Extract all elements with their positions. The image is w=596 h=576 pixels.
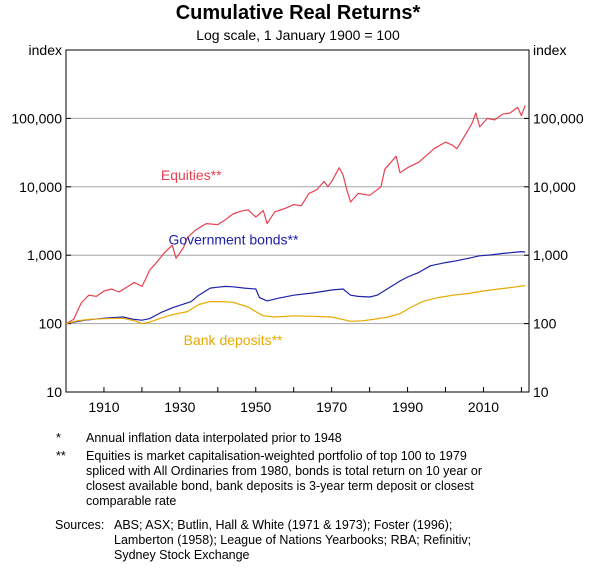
y-tick-label-right: 100 <box>533 316 557 332</box>
plot-frame <box>65 49 530 393</box>
y-tick-label-left: 10,000 <box>19 179 62 195</box>
sources-text: ABS; ASX; Butlin, Hall & White (1971 & 1… <box>114 518 472 562</box>
line-chart: 10 10 100 100 1,000 1,000 10,000 10,000 100,000 1… <box>11 42 584 415</box>
y-tick-label-left: 100,000 <box>11 110 62 126</box>
series-label-equities: Equities** <box>161 167 222 183</box>
x-tick-label: 1970 <box>316 399 347 415</box>
x-tick-label: 1930 <box>164 399 195 415</box>
note-1-mark: * <box>56 431 61 445</box>
y-tick-label-right: 10 <box>533 384 549 400</box>
sources: Sources: ABS; ASX; Butlin, Hall & White … <box>55 518 535 562</box>
sources-label: Sources: <box>55 518 105 532</box>
series-line-bank-deposits <box>65 284 526 325</box>
x-tick-label: 1950 <box>240 399 271 415</box>
chart-subtitle: Log scale, 1 January 1900 = 100 <box>196 27 400 43</box>
y-tick-label-left: 10 <box>46 384 62 400</box>
series-line-government-bonds <box>65 251 526 325</box>
y-axis-title-right: index <box>533 42 566 58</box>
y-tick-label-right: 100,000 <box>533 110 584 126</box>
y-axis-title-left: index <box>29 42 62 58</box>
y-tick-label-left: 100 <box>39 316 63 332</box>
y-tick-label-right: 1,000 <box>533 247 568 263</box>
y-tick-label-right: 10,000 <box>533 179 576 195</box>
x-tick-label: 1990 <box>392 399 423 415</box>
note-2-text: Equities is market capitalisation-weight… <box>86 449 483 508</box>
note-2-mark: ** <box>56 449 66 463</box>
note-1-text: Annual inflation data interpolated prior… <box>86 431 342 445</box>
x-tick-label: 1910 <box>88 399 119 415</box>
series-label-bank-deposits: Bank deposits** <box>184 332 283 348</box>
y-tick-label-left: 1,000 <box>27 247 62 263</box>
series-label-government-bonds: Government bonds** <box>168 231 299 247</box>
x-tick-label: 2010 <box>468 399 499 415</box>
series-line-equities <box>65 105 526 325</box>
chart-title: Cumulative Real Returns* <box>175 2 421 24</box>
